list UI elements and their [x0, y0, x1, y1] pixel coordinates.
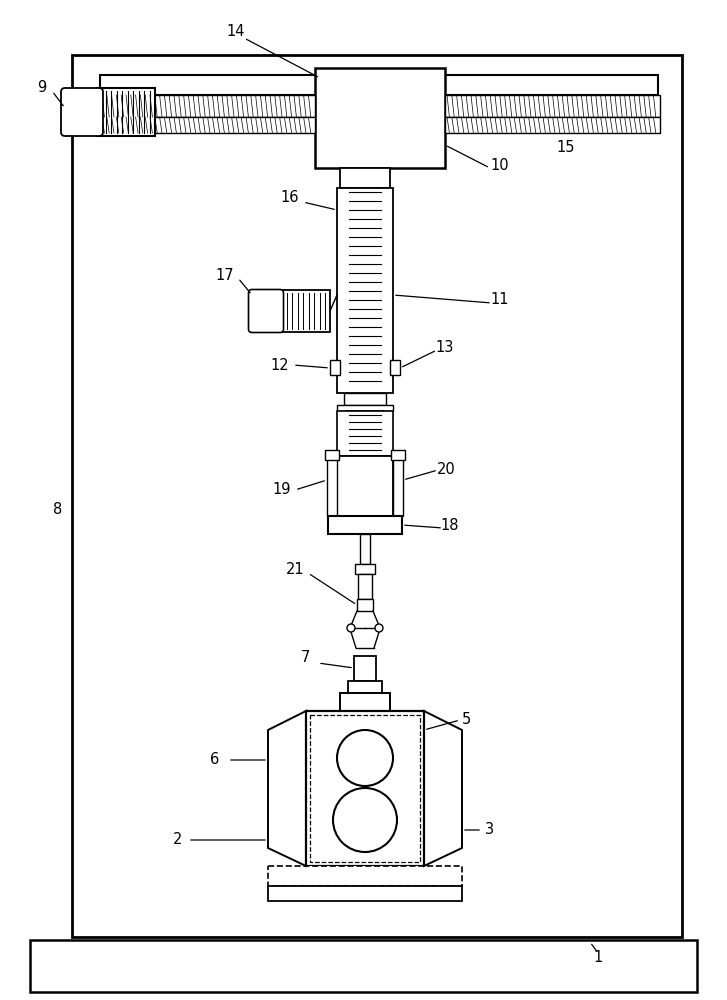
Bar: [391, 450, 405, 460]
Text: 14: 14: [227, 24, 245, 39]
Bar: [325, 450, 339, 460]
Bar: [327, 456, 337, 516]
Bar: [100, 75, 658, 95]
Circle shape: [333, 788, 397, 852]
Text: 7: 7: [300, 650, 310, 666]
Bar: [360, 534, 370, 564]
Bar: [100, 117, 315, 133]
Bar: [358, 574, 372, 599]
Bar: [268, 866, 462, 886]
FancyBboxPatch shape: [249, 290, 284, 332]
Bar: [328, 516, 402, 534]
Text: 16: 16: [281, 190, 300, 206]
Text: 10: 10: [491, 157, 510, 172]
Bar: [278, 290, 330, 332]
Bar: [348, 681, 382, 693]
Text: 8: 8: [53, 502, 63, 518]
Text: 6: 6: [210, 752, 220, 768]
Bar: [445, 95, 660, 117]
Bar: [344, 188, 386, 206]
Bar: [354, 656, 376, 681]
Bar: [340, 693, 390, 711]
Text: 9: 9: [37, 81, 47, 96]
Text: 5: 5: [462, 712, 470, 728]
Circle shape: [347, 624, 355, 632]
Text: 13: 13: [435, 340, 454, 356]
Bar: [337, 405, 393, 411]
Bar: [337, 411, 393, 456]
Bar: [346, 411, 384, 456]
Bar: [100, 95, 315, 117]
Bar: [30, 940, 697, 992]
Bar: [310, 715, 420, 862]
Bar: [306, 711, 424, 866]
Text: 18: 18: [441, 518, 459, 532]
Bar: [346, 188, 384, 393]
Text: 20: 20: [437, 462, 455, 478]
Text: 2: 2: [173, 832, 182, 848]
Text: 11: 11: [491, 292, 509, 308]
Circle shape: [337, 730, 393, 786]
Bar: [344, 456, 386, 516]
Bar: [355, 564, 375, 574]
Text: 1: 1: [593, 950, 603, 964]
Bar: [357, 599, 373, 611]
Text: 17: 17: [216, 267, 234, 282]
Bar: [72, 55, 682, 937]
Bar: [340, 168, 390, 188]
Text: 12: 12: [270, 358, 289, 372]
Bar: [315, 68, 445, 168]
Text: 21: 21: [286, 562, 305, 578]
Text: 3: 3: [486, 822, 494, 838]
Bar: [330, 360, 340, 375]
Circle shape: [375, 624, 383, 632]
FancyBboxPatch shape: [61, 88, 103, 136]
Text: 19: 19: [273, 483, 292, 497]
Bar: [268, 886, 462, 901]
Bar: [393, 456, 403, 516]
Bar: [445, 117, 660, 133]
Text: 15: 15: [557, 140, 575, 155]
Bar: [337, 188, 393, 393]
Bar: [337, 456, 393, 516]
Bar: [390, 360, 400, 375]
Bar: [97, 88, 155, 136]
Bar: [344, 393, 386, 405]
